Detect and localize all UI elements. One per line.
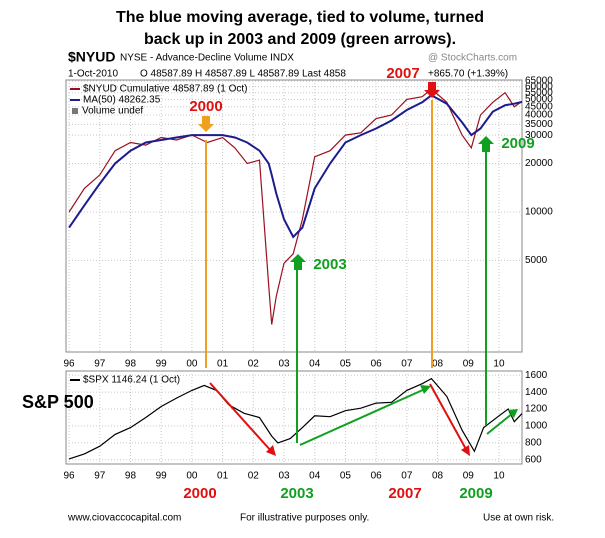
- x-tick-label: 08: [432, 359, 444, 370]
- footer: Use at own risk.: [483, 513, 554, 524]
- y-tick-label: 50000: [525, 94, 553, 105]
- date: 1-Oct-2010: [68, 69, 118, 80]
- index-name: NYSE - Advance-Decline Volume INDX: [120, 53, 294, 64]
- annotation: 2007: [388, 485, 421, 502]
- arrow: [266, 445, 276, 456]
- title: back up in 2003 and 2009 (green arrows).: [144, 31, 456, 48]
- source: @ StockCharts.com: [428, 53, 517, 64]
- volume-note: Volume undef: [82, 106, 143, 117]
- x-tick-label: 01: [217, 471, 229, 482]
- series-line: [68, 94, 523, 239]
- x-tick-label: 97: [94, 359, 106, 370]
- y-tick-label: 65000: [525, 76, 553, 87]
- arrow: [290, 254, 306, 270]
- legend-label: $NYUD Cumulative 48587.89 (1 Oct): [83, 84, 248, 95]
- series-line: [68, 88, 523, 325]
- arrow: [461, 445, 470, 456]
- arrow-line: [486, 412, 514, 435]
- annotation: 2009: [459, 485, 492, 502]
- x-tick-label: 03: [278, 359, 290, 370]
- arrow: [508, 409, 518, 418]
- x-tick-label: 07: [401, 471, 413, 482]
- x-tick-label: 99: [156, 471, 168, 482]
- annotation: 2007: [386, 65, 419, 82]
- x-tick-label: 02: [248, 359, 260, 370]
- annotation: 2003: [280, 485, 313, 502]
- x-tick-label: 00: [186, 359, 198, 370]
- x-tick-label: 02: [248, 471, 260, 482]
- legend-label: $SPX 1146.24 (1 Oct): [83, 375, 180, 386]
- x-tick-label: 09: [463, 471, 475, 482]
- series-line: [68, 377, 523, 460]
- y-tick-label: 600: [525, 454, 542, 465]
- legend-swatch: [72, 108, 78, 114]
- x-tick-label: 05: [340, 359, 352, 370]
- x-tick-label: 00: [186, 471, 198, 482]
- y-tick-label: 20000: [525, 158, 553, 169]
- x-tick-label: 10: [493, 359, 505, 370]
- y-tick-label: 45000: [525, 101, 553, 112]
- x-tick-label: 05: [340, 471, 352, 482]
- y-tick-label: 1600: [525, 370, 548, 381]
- x-tick-label: 97: [94, 471, 106, 482]
- title: The blue moving average, tied to volume,…: [116, 9, 484, 26]
- arrow: [420, 385, 431, 394]
- y-tick-label: 5000: [525, 255, 548, 266]
- y-tick-label: 1000: [525, 421, 548, 432]
- arrow: [478, 136, 494, 152]
- annotation: 2003: [313, 256, 346, 273]
- x-tick-label: 08: [432, 471, 444, 482]
- arrow: [198, 116, 214, 132]
- panel-frame: [65, 79, 523, 353]
- x-tick-label: 07: [401, 359, 413, 370]
- arrow: [424, 82, 440, 98]
- annotations: [198, 82, 518, 456]
- annotation: 2000: [183, 485, 216, 502]
- y-tick-label: 40000: [525, 110, 553, 121]
- y-tick-label: 1400: [525, 387, 548, 398]
- y-tick-label: 60000: [525, 81, 553, 92]
- x-tick-label: 98: [125, 359, 137, 370]
- x-tick-label: 03: [278, 471, 290, 482]
- y-tick-label: 800: [525, 438, 542, 449]
- x-tick-label: 09: [463, 359, 475, 370]
- quote: O 48587.89 H 48587.89 L 48587.89 Last 48…: [140, 69, 346, 80]
- x-tick-label: 99: [156, 359, 168, 370]
- footer: www.ciovaccocapital.com: [67, 513, 181, 524]
- spx-label: S&P 500: [22, 392, 94, 412]
- x-tick-label: 96: [64, 471, 76, 482]
- arrow-line: [209, 382, 273, 453]
- y-tick-label: 35000: [525, 119, 553, 130]
- x-tick-label: 98: [125, 471, 137, 482]
- y-tick-label: 1200: [525, 404, 548, 415]
- x-tick-label: 06: [371, 359, 383, 370]
- footer: For illustrative purposes only.: [240, 513, 369, 524]
- change: +865.70 (+1.39%): [428, 69, 508, 80]
- y-tick-label: 10000: [525, 207, 553, 218]
- symbol: $NYUD: [68, 49, 115, 65]
- arrow-line: [299, 388, 426, 446]
- x-tick-label: 96: [64, 359, 76, 370]
- annotation: 2000: [189, 98, 222, 115]
- y-tick-label: 55000: [525, 87, 553, 98]
- x-tick-label: 04: [309, 359, 321, 370]
- y-tick-label: 30000: [525, 130, 553, 141]
- panel-frame: [65, 370, 523, 465]
- x-tick-label: 06: [371, 471, 383, 482]
- legend-label: MA(50) 48262.35: [83, 95, 161, 106]
- arrow-line: [429, 383, 468, 452]
- x-tick-label: 04: [309, 471, 321, 482]
- annotation: 2009: [501, 135, 534, 152]
- x-tick-label: 10: [493, 471, 505, 482]
- x-tick-label: 01: [217, 359, 229, 370]
